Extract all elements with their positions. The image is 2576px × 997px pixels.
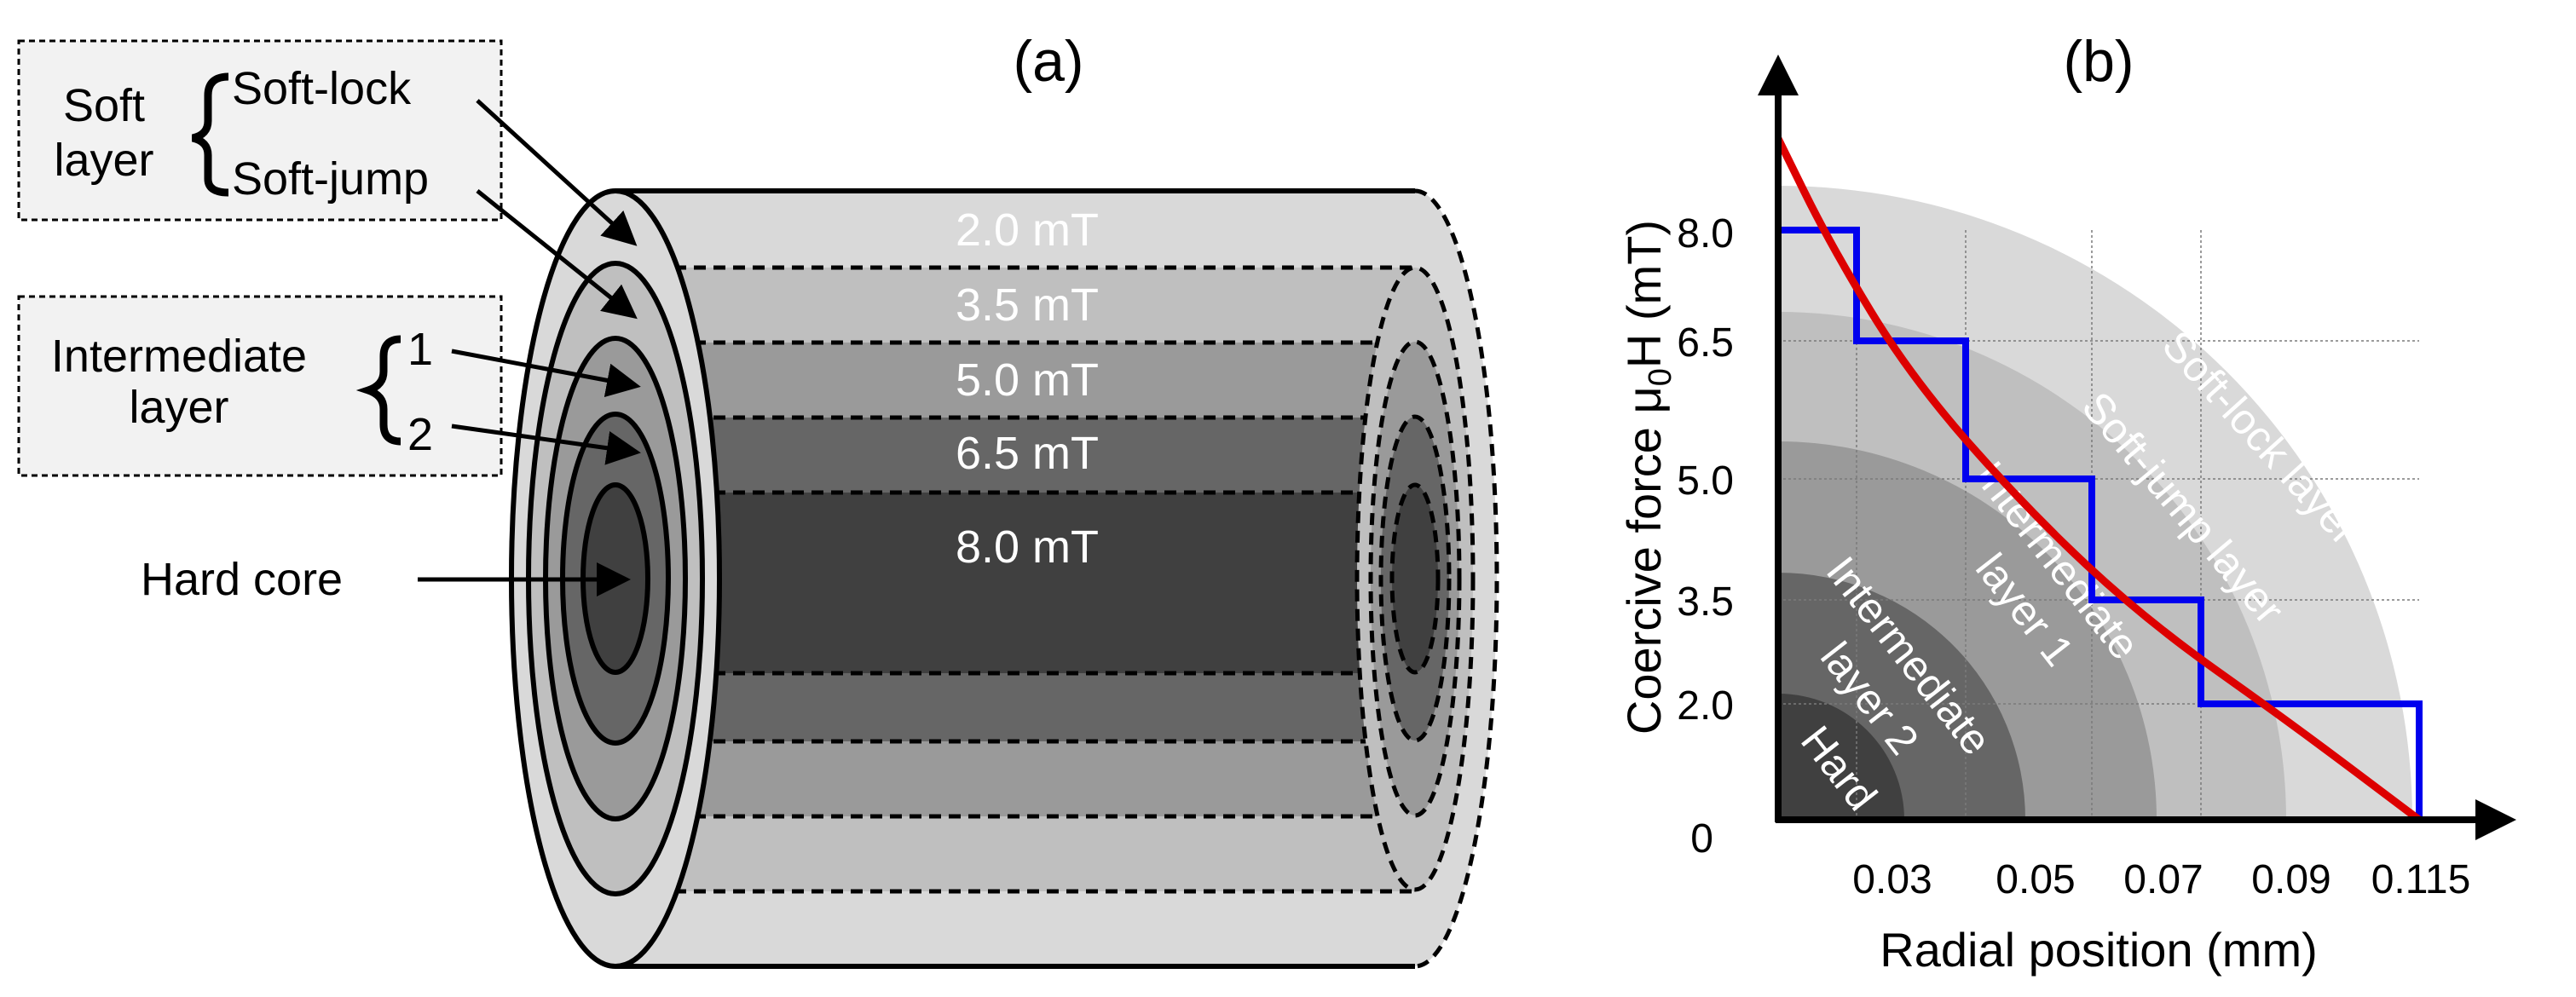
field-label-intermediate-1: 5.0 mT <box>956 354 1099 406</box>
cylinder-body <box>615 188 1415 969</box>
axes <box>1758 55 2516 840</box>
y-axis-title-sub: 0 <box>1643 368 1678 386</box>
legend-intermediate-group-line2: layer <box>129 382 228 433</box>
arrow-soft-lock <box>476 99 638 246</box>
y-tick-label: 8.0 <box>1677 211 1734 256</box>
x-axis-title: Radial position (mm) <box>1880 923 2318 977</box>
arrow-intermediate-2 <box>451 424 641 465</box>
field-label-soft-lock: 2.0 mT <box>956 205 1099 256</box>
pointer-arrows <box>418 99 641 596</box>
panel-b-label: (b) <box>2063 29 2134 94</box>
x-tick-label: 0.05 <box>1996 857 2075 902</box>
cylinder-back-end <box>1354 188 1499 969</box>
x-tick-label: 0.115 <box>2371 857 2471 902</box>
legend-soft-layer: Soft layer Soft-lock Soft-jump <box>17 39 503 222</box>
arrow-intermediate-1 <box>451 349 641 398</box>
band-field-labels: 2.0 mT 3.5 mT 5.0 mT 6.5 mT 8.0 mT <box>956 205 1099 573</box>
y-axis-title-tail: H (mT) <box>1617 220 1671 368</box>
field-label-intermediate-2: 6.5 mT <box>956 428 1099 479</box>
y-tick-label: 0 <box>1690 816 1713 862</box>
panel-b: (b) Soft-lock layer Soft-jump layer Inte… <box>1617 29 2516 977</box>
field-label-hard-core: 8.0 mT <box>956 522 1099 573</box>
x-tick-label: 0.03 <box>1852 857 1932 902</box>
legend-soft-group-line1: Soft <box>63 80 145 131</box>
legend-intermediate-layer: Intermediate layer 1 2 <box>17 295 503 477</box>
curve-series-line <box>1774 136 2422 823</box>
y-tick-label: 5.0 <box>1677 458 1734 504</box>
hard-core-label: Hard core <box>141 554 343 605</box>
y-tick-label: 3.5 <box>1677 579 1734 625</box>
legend-soft-group-line2: layer <box>54 135 153 186</box>
legend-intermediate-item-2: 2 <box>407 409 433 460</box>
region-hard <box>1778 694 1904 820</box>
arrow-soft-jump <box>476 189 638 320</box>
band-dashed-lines <box>615 265 1415 894</box>
legend-intermediate-item-1: 1 <box>407 324 433 375</box>
chart-series <box>1774 136 2423 823</box>
panel-a-label: (a) <box>1013 29 1083 94</box>
x-tick-label: 0.07 <box>2123 857 2203 902</box>
legend-soft-item-lock: Soft-lock <box>232 63 412 114</box>
field-label-soft-jump: 3.5 mT <box>956 280 1099 331</box>
x-tick-labels: 0.03 0.05 0.07 0.09 0.115 <box>1852 857 2470 902</box>
legend-intermediate-group-line1: Intermediate <box>51 331 307 382</box>
y-tick-labels: 8.0 6.5 5.0 3.5 2.0 0 <box>1677 211 1734 862</box>
y-axis-title-main: Coercive force μ <box>1617 386 1671 735</box>
x-tick-label: 0.09 <box>2251 857 2331 902</box>
y-tick-label: 2.0 <box>1677 683 1734 729</box>
legend-intermediate-brace <box>355 335 401 446</box>
step-series-line <box>1778 227 2423 820</box>
band-hard-core <box>615 493 1415 673</box>
y-tick-label: 6.5 <box>1677 320 1734 366</box>
legend-soft-item-jump: Soft-jump <box>232 153 429 205</box>
panel-a: (a) <box>17 29 1499 969</box>
legend-soft-brace <box>191 72 229 197</box>
y-axis-title: Coercive force μ0H (mT) <box>1617 220 1678 735</box>
